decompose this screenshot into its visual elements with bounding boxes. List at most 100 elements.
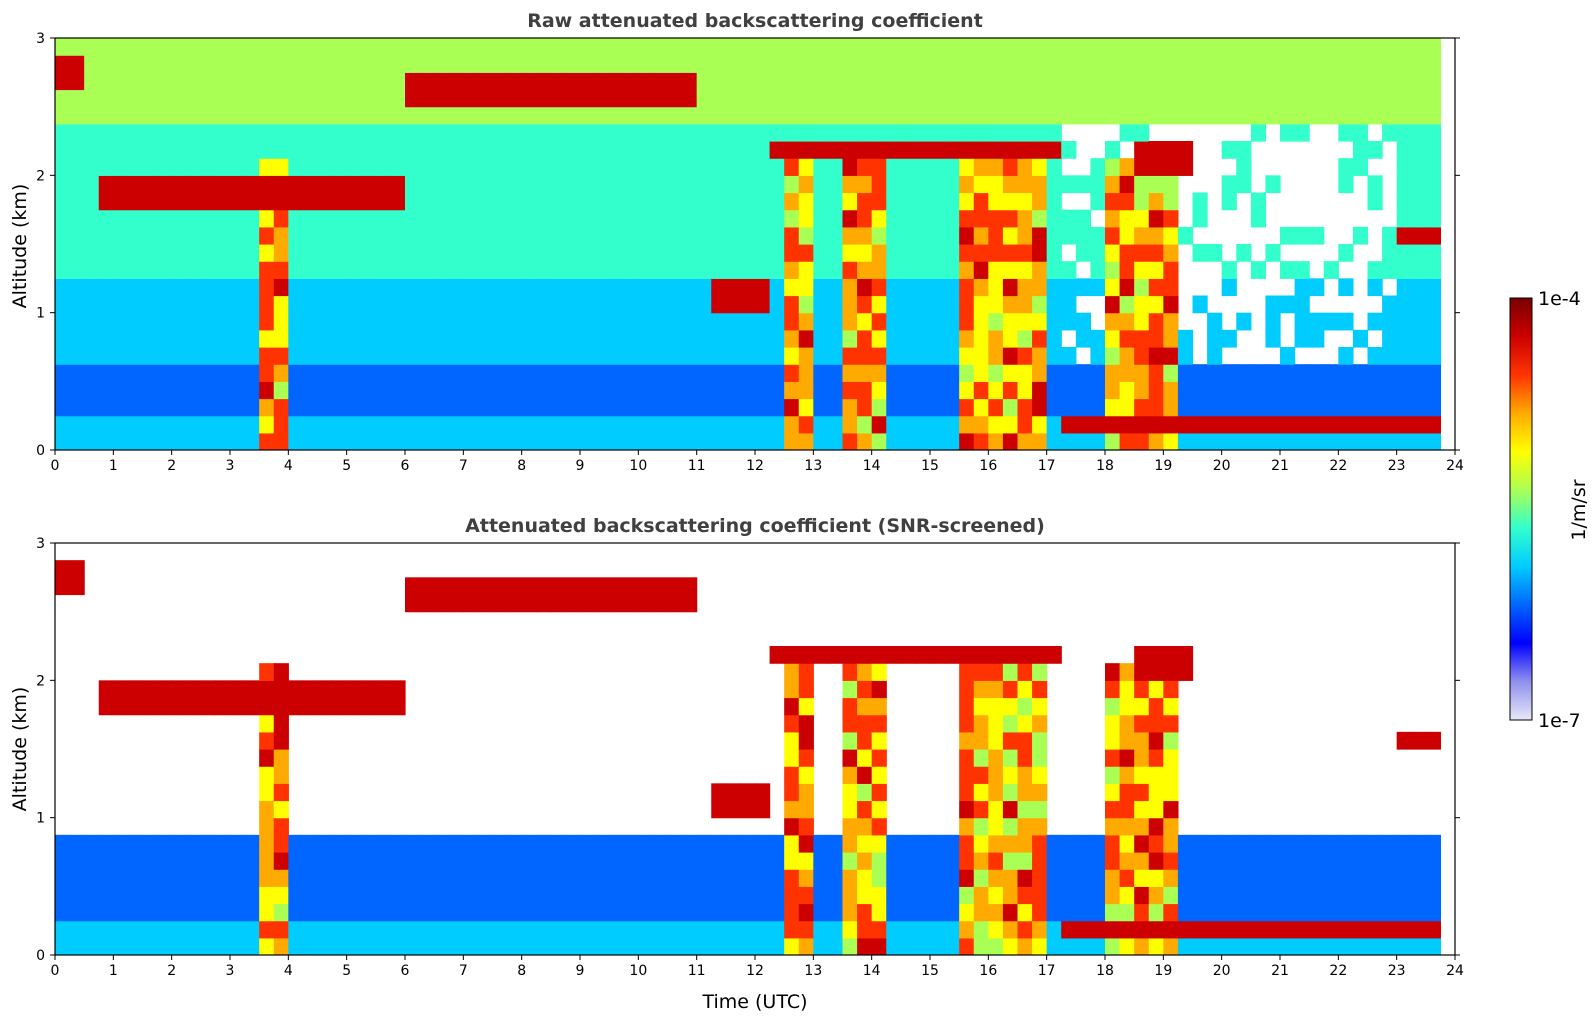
heatmap-cell: [609, 89, 625, 108]
heatmap-cell: [842, 278, 858, 297]
heatmap-cell: [142, 937, 158, 955]
heatmap-cell: [1017, 749, 1033, 767]
heatmap-cell: [784, 852, 800, 870]
heatmap-cell: [959, 834, 975, 853]
heatmap-cell: [784, 663, 800, 681]
heatmap-cell: [696, 226, 712, 245]
heatmap-cell: [973, 55, 989, 73]
heatmap-cell: [1032, 869, 1048, 887]
heatmap-cell: [1411, 364, 1427, 382]
heatmap-cell: [1323, 398, 1339, 417]
heatmap-cell: [725, 278, 742, 297]
heatmap-cell: [1148, 731, 1164, 750]
heatmap-cell: [419, 38, 435, 56]
heatmap-cell: [507, 312, 523, 331]
heatmap-cell: [1046, 852, 1062, 870]
heatmap-cell: [69, 398, 85, 417]
heatmap-cell: [900, 920, 917, 939]
x-tick-label: 11: [688, 458, 706, 474]
heatmap-cell: [113, 244, 129, 262]
snr-heatmap: [55, 560, 1442, 955]
heatmap-cell: [1148, 852, 1164, 870]
heatmap-cell: [798, 312, 814, 331]
heatmap-cell: [244, 886, 260, 905]
x-tick-label: 4: [284, 458, 293, 474]
heatmap-cell: [1061, 432, 1077, 450]
heatmap-cell: [594, 329, 610, 348]
heatmap-cell: [1148, 329, 1164, 348]
heatmap-cell: [1105, 89, 1121, 108]
heatmap-cell: [594, 72, 610, 91]
heatmap-cell: [1163, 192, 1179, 211]
heatmap-cell: [361, 834, 377, 853]
y-tick-label: 3: [36, 536, 45, 552]
heatmap-cell: [507, 226, 523, 245]
heatmap-cell: [871, 432, 887, 450]
heatmap-cell: [682, 141, 698, 159]
heatmap-cell: [230, 261, 246, 279]
heatmap-cell: [988, 261, 1004, 279]
heatmap-cell: [857, 106, 873, 125]
heatmap-cell: [69, 226, 85, 245]
heatmap-cell: [1236, 381, 1252, 400]
heatmap-cell: [230, 398, 246, 417]
heatmap-cell: [900, 244, 917, 262]
heatmap-cell: [871, 55, 887, 73]
heatmap-cell: [740, 38, 756, 56]
heatmap-cell: [477, 886, 494, 905]
heatmap-cell: [361, 123, 377, 142]
heatmap-cell: [361, 295, 377, 314]
heatmap-cell: [725, 783, 742, 802]
heatmap-cell: [419, 175, 435, 194]
heatmap-cell: [507, 852, 523, 870]
heatmap-cell: [755, 432, 771, 450]
heatmap-cell: [1280, 38, 1296, 56]
heatmap-cell: [1090, 432, 1106, 450]
heatmap-cell: [1163, 364, 1179, 382]
colorbar: 1e-4 1e-7 1/m/sr: [1509, 288, 1590, 732]
heatmap-cell: [1382, 312, 1398, 331]
heatmap-cell: [915, 329, 931, 348]
heatmap-cell: [171, 158, 187, 176]
heatmap-cell: [915, 175, 931, 194]
heatmap-cell: [230, 123, 246, 142]
heatmap-cell: [1411, 312, 1427, 331]
heatmap-cell: [332, 295, 348, 314]
heatmap-cell: [667, 920, 683, 939]
heatmap-cell: [871, 244, 887, 262]
heatmap-cell: [361, 432, 377, 450]
heatmap-cell: [1119, 398, 1135, 417]
heatmap-cell: [273, 697, 289, 716]
heatmap-cell: [1061, 55, 1077, 73]
heatmap-cell: [200, 937, 217, 955]
heatmap-cell: [288, 329, 304, 348]
heatmap-cell: [1017, 278, 1033, 297]
heatmap-cell: [302, 680, 319, 699]
heatmap-cell: [477, 920, 494, 939]
heatmap-cell: [1046, 398, 1062, 417]
heatmap-cell: [142, 834, 158, 853]
heatmap-cell: [288, 415, 304, 434]
heatmap-cell: [667, 415, 683, 434]
heatmap-cell: [419, 398, 435, 417]
heatmap-cell: [784, 432, 800, 450]
heatmap-cell: [332, 852, 348, 870]
heatmap-cell: [1294, 226, 1310, 245]
heatmap-cell: [1032, 381, 1048, 400]
heatmap-cell: [477, 209, 494, 228]
heatmap-cell: [1396, 192, 1412, 211]
heatmap-cell: [725, 158, 742, 176]
heatmap-cell: [448, 261, 464, 279]
heatmap-cell: [550, 364, 567, 382]
heatmap-cell: [84, 38, 100, 56]
heatmap-cell: [1207, 89, 1223, 108]
heatmap-cell: [1425, 244, 1442, 262]
heatmap-cell: [419, 432, 435, 450]
heatmap-cell: [784, 158, 800, 176]
heatmap-cell: [157, 226, 173, 245]
heatmap-cell: [244, 697, 260, 716]
heatmap-cell: [288, 123, 304, 142]
heatmap-cell: [244, 312, 260, 331]
heatmap-cell: [390, 680, 406, 699]
heatmap-cell: [813, 278, 829, 297]
